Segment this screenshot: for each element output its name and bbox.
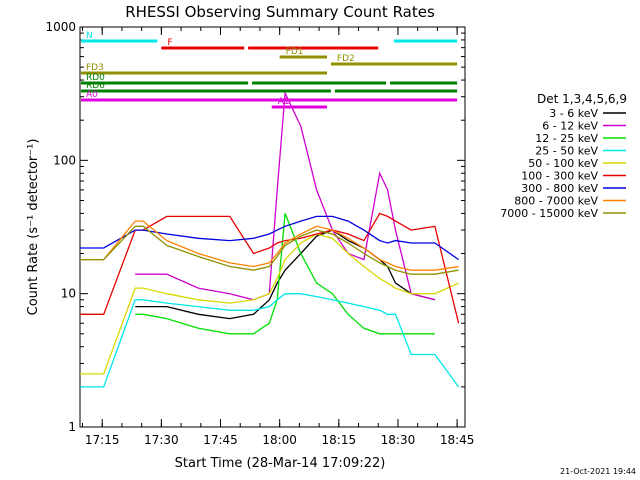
legend-entry-label: 12 - 25 keV	[535, 132, 598, 145]
flag-label-a0: A0	[86, 90, 98, 100]
y-axis-label: Count Rate (s⁻¹ detector⁻¹)	[26, 139, 41, 316]
x-tick-label: 18:00	[262, 433, 297, 447]
flag-label-rd0: RD0	[86, 73, 105, 83]
flag-label-fd1: FD1	[286, 47, 304, 57]
flag-label-fd2: FD2	[337, 54, 355, 64]
x-axis-label: Start Time (28-Mar-14 17:09:22)	[175, 456, 386, 471]
series-line-7	[80, 215, 459, 261]
footer-timestamp: 21-Oct-2021 19:44	[560, 467, 636, 476]
x-tick-label: 17:45	[203, 433, 238, 447]
y-axis: 1 10 100 1000	[45, 20, 465, 434]
chart-title: RHESSI Observing Summary Count Rates	[125, 3, 435, 21]
x-axis: 17:15 17:30 17:45 18:00 18:15 18:30 18:45	[81, 27, 475, 447]
series-line-5	[80, 233, 459, 375]
flag-label-rd6: RD6	[86, 81, 105, 91]
series-line-3	[135, 213, 435, 335]
flag-label-a1: A1	[278, 97, 290, 107]
series-line-6	[80, 212, 460, 324]
series-line-2	[135, 90, 436, 301]
legend-entry-label: 300 - 800 keV	[521, 182, 598, 195]
y-tick-label: 1	[68, 420, 76, 434]
x-tick-label: 17:15	[85, 433, 120, 447]
legend-entry-label: 800 - 7000 keV	[514, 195, 598, 208]
series-line-9	[80, 225, 459, 275]
legend-entry-label: 3 - 6 keV	[549, 107, 598, 120]
y-tick-label: 10	[61, 287, 76, 301]
x-tick-label: 18:15	[322, 433, 357, 447]
legend-entry-label: 25 - 50 keV	[535, 145, 598, 158]
y-tick-label: 100	[53, 153, 76, 167]
legend-entry-label: 50 - 100 keV	[528, 157, 598, 170]
x-tick-label: 18:30	[381, 433, 416, 447]
x-tick-label: 18:45	[440, 433, 475, 447]
plot-area-frame	[79, 26, 466, 428]
legend-entry-label: 100 - 300 keV	[521, 170, 598, 183]
flag-label-n: N	[86, 31, 93, 41]
flag-label-fd3: FD3	[86, 63, 104, 73]
y-tick-label: 1000	[45, 20, 76, 34]
x-tick-label: 17:30	[144, 433, 179, 447]
legend-entry-label: 6 - 12 keV	[542, 120, 598, 133]
legend-entry-label: 7000 - 15000 keV	[500, 207, 598, 220]
legend-title: Det 1,3,4,5,6,9	[537, 92, 627, 106]
series-line-8	[80, 220, 459, 271]
data-series	[80, 90, 460, 388]
series-line-4	[80, 293, 460, 388]
flag-label-f: F	[167, 38, 172, 48]
